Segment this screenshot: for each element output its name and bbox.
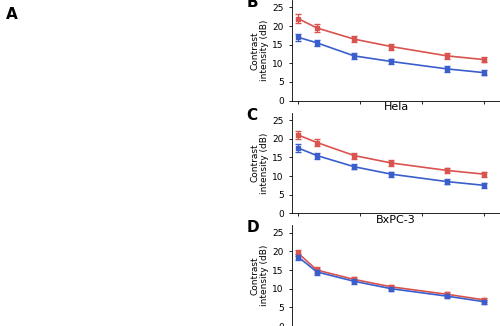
Title: BxPC-3: BxPC-3: [376, 215, 416, 225]
Text: D: D: [246, 220, 259, 235]
Y-axis label: Contrast
intensity (dB): Contrast intensity (dB): [250, 20, 270, 81]
Title: Hela: Hela: [384, 102, 408, 112]
Y-axis label: Contrast
intensity (dB): Contrast intensity (dB): [250, 132, 270, 194]
Text: A: A: [6, 7, 18, 22]
Y-axis label: Contrast
intensity (dB): Contrast intensity (dB): [250, 245, 270, 306]
Text: C: C: [246, 108, 258, 123]
Text: B: B: [246, 0, 258, 10]
